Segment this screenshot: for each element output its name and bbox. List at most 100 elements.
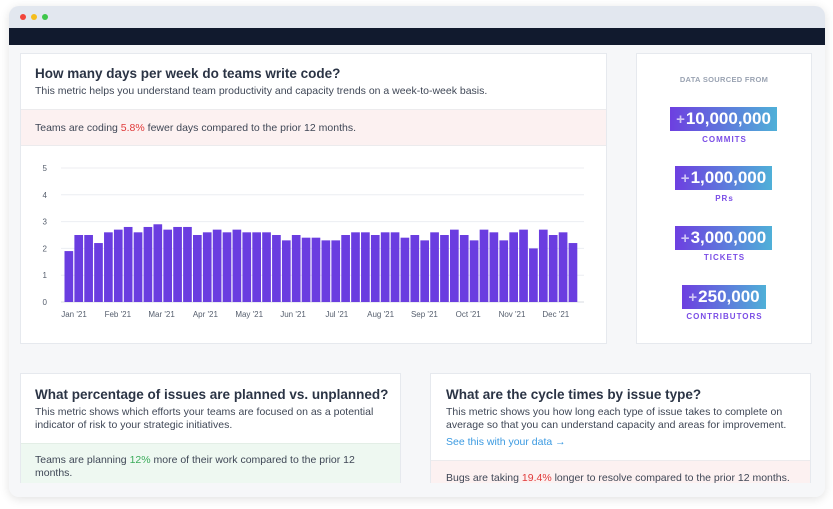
x-tick-label: Mar '21 <box>148 310 175 319</box>
bar <box>509 232 518 302</box>
x-tick-label: May '21 <box>235 310 263 319</box>
tickets-badge: +3,000,000 <box>675 226 772 250</box>
bar <box>479 229 489 302</box>
bar <box>331 240 341 302</box>
bar <box>380 232 390 302</box>
bar <box>143 226 153 302</box>
bar <box>173 226 182 302</box>
bar <box>84 235 93 302</box>
bar <box>232 229 242 302</box>
insight-value: 12% <box>129 454 151 466</box>
bar <box>519 229 528 302</box>
bar <box>153 224 163 302</box>
y-tick-label: 1 <box>43 271 48 280</box>
contributors-value: 250,000 <box>698 287 760 306</box>
bar <box>548 235 558 302</box>
bar <box>193 235 202 302</box>
bar <box>440 235 449 302</box>
contributors-label: CONTRIBUTORS <box>686 312 763 321</box>
bar <box>94 243 103 302</box>
plus-icon: + <box>676 111 685 128</box>
card-description: This metric helps you understand team pr… <box>35 85 488 97</box>
x-tick-label: Sep '21 <box>411 310 438 319</box>
bar <box>351 232 360 302</box>
insight-text: Teams are planning <box>35 454 130 466</box>
minimize-button[interactable] <box>31 14 37 20</box>
bar <box>212 229 222 302</box>
cycle-times-card: What are the cycle times by issue type? … <box>430 373 811 497</box>
plus-icon: + <box>688 289 698 306</box>
prs-label: PRs <box>715 194 734 203</box>
insight-text-suffix: longer to resolve compared to the prior … <box>551 472 790 484</box>
bar <box>163 229 173 302</box>
maximize-button[interactable] <box>42 14 48 20</box>
bar <box>370 235 380 302</box>
bar <box>469 240 479 302</box>
bar <box>390 232 400 302</box>
insight-text-suffix: fewer days compared to the prior 12 mont… <box>144 122 357 134</box>
plus-icon: + <box>680 230 690 247</box>
insight-value: 5.8% <box>120 122 145 134</box>
planned-vs-unplanned-card: What percentage of issues are planned vs… <box>20 373 401 497</box>
bar <box>489 232 499 302</box>
x-tick-label: Aug '21 <box>367 310 394 319</box>
bar <box>558 232 568 302</box>
window-bottom-edge <box>9 483 825 497</box>
x-tick-label: Jan '21 <box>61 310 87 319</box>
bar <box>499 240 509 302</box>
bar <box>252 232 261 302</box>
tickets-label: TICKETS <box>703 253 746 262</box>
bar <box>291 235 301 302</box>
insight-text: Bugs are taking <box>446 472 522 484</box>
x-tick-label: Apr '21 <box>193 310 219 319</box>
bar-chart: 0 1 2 3 4 5 Jan '21 Feb '21 Mar '21 Apr '21 May '2… <box>43 164 584 319</box>
bar <box>311 237 321 302</box>
close-button[interactable] <box>20 14 26 20</box>
card-title: What are the cycle times by issue type? <box>446 387 702 402</box>
bar <box>202 232 212 302</box>
bar <box>113 229 123 302</box>
x-tick-label: Jul '21 <box>325 310 348 319</box>
browser-window: How many days per week do teams write co… <box>9 6 825 497</box>
x-tick-label: Nov '21 <box>499 310 526 319</box>
y-tick-label: 2 <box>43 244 48 253</box>
bar <box>183 226 192 302</box>
bar <box>301 237 311 302</box>
bar <box>410 235 420 302</box>
y-tick-label: 0 <box>43 298 48 307</box>
bar <box>450 229 459 302</box>
card-title: What percentage of issues are planned vs… <box>35 387 389 402</box>
insight-value: 19.4% <box>521 472 552 484</box>
bar <box>74 235 84 302</box>
plus-icon: + <box>680 170 690 187</box>
bar <box>104 232 113 302</box>
card-description: This metric shows you how long each type… <box>446 406 787 431</box>
y-tick-label: 5 <box>43 164 48 173</box>
bar <box>222 232 232 302</box>
card-title: How many days per week do teams write co… <box>35 66 341 81</box>
insight-text-suffix: more of their work compared to the prior… <box>35 454 355 479</box>
bar <box>361 232 370 302</box>
x-tick-label: Oct '21 <box>456 310 482 319</box>
commits-badge: +10,000,000 <box>670 107 777 131</box>
bar <box>64 251 74 302</box>
commits-label: COMMITS <box>702 135 747 144</box>
card-description: This metric shows which efforts your tea… <box>35 406 374 431</box>
bar <box>430 232 439 302</box>
bar <box>272 235 281 302</box>
sources-heading: DATA SOURCED FROM <box>679 75 769 84</box>
bar <box>133 232 143 302</box>
commits-value: 10,000,000 <box>685 109 771 128</box>
bar <box>281 240 291 302</box>
tickets-value: 3,000,000 <box>690 228 767 247</box>
see-with-your-data-link[interactable]: See this with your data → <box>446 436 566 448</box>
bar <box>400 237 410 302</box>
bar <box>459 235 469 302</box>
bar <box>568 243 578 302</box>
bar <box>420 240 430 302</box>
bar <box>262 232 271 302</box>
y-tick-label: 3 <box>43 218 48 227</box>
y-tick-label: 4 <box>43 191 48 200</box>
prs-value: 1,000,000 <box>690 168 767 187</box>
bar <box>538 229 548 302</box>
